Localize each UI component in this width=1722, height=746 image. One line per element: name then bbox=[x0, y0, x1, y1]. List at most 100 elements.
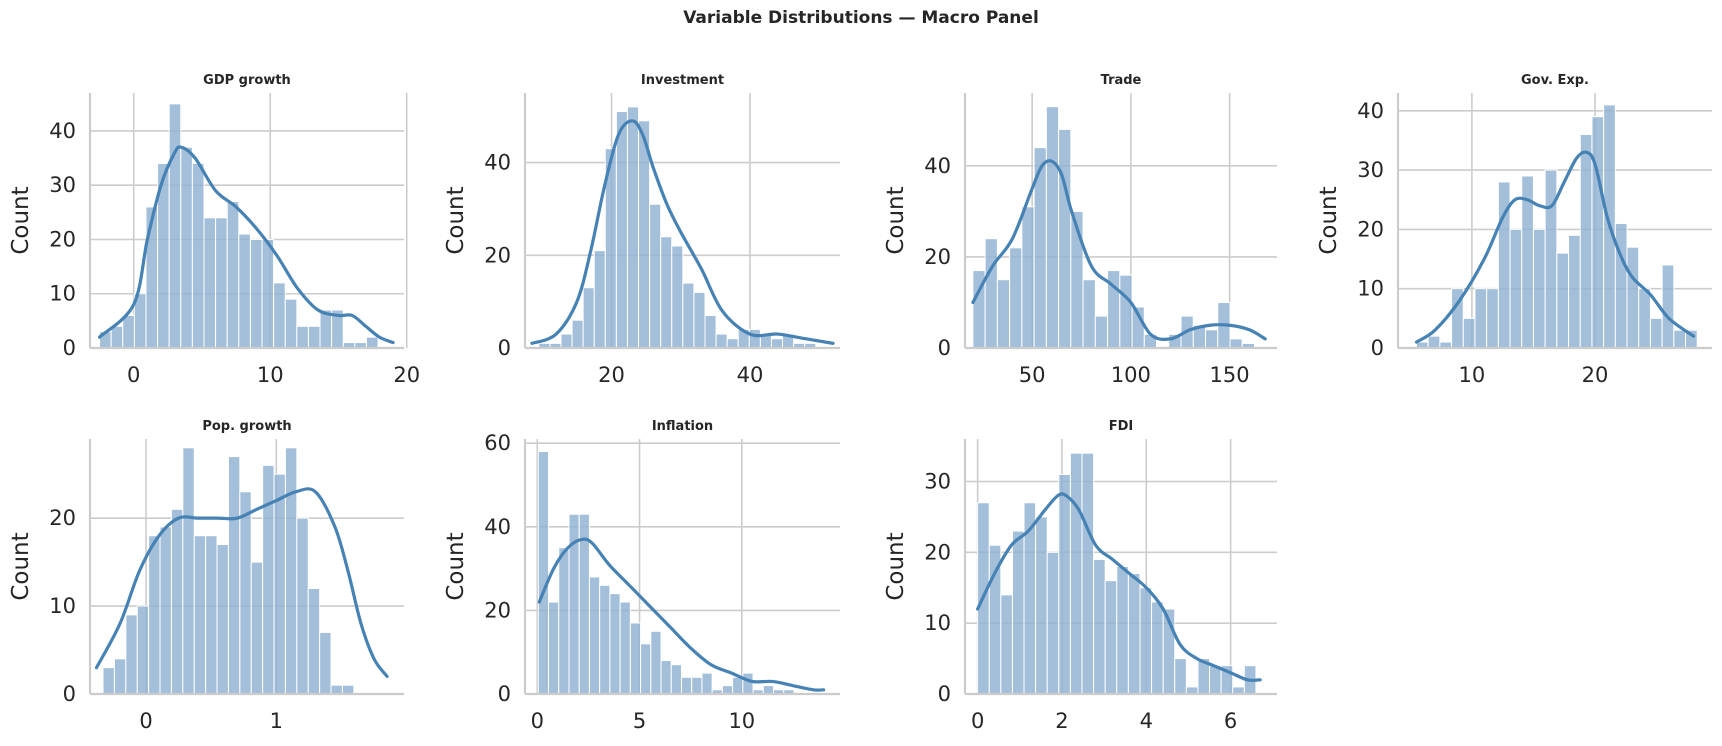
x-tick-label: 4 bbox=[1140, 709, 1153, 733]
histogram-bar bbox=[113, 658, 127, 695]
histogram-bar bbox=[670, 664, 682, 695]
x-tick-label: 6 bbox=[1224, 709, 1237, 733]
kde-curve bbox=[1414, 150, 1696, 344]
kde-curve bbox=[530, 119, 835, 345]
panel-title: Trade bbox=[1101, 73, 1142, 88]
y-tick-label: 60 bbox=[484, 431, 511, 455]
y-tick-label: 0 bbox=[498, 682, 511, 706]
histogram-bar bbox=[693, 291, 706, 349]
histogram-bar bbox=[715, 333, 728, 349]
histogram-bar bbox=[330, 684, 343, 695]
y-axis-label: Count bbox=[883, 186, 909, 254]
histogram-bar bbox=[649, 203, 662, 349]
panel-1: 0 10 20 0 10 20 30 40 GDP growth Count bbox=[8, 73, 420, 387]
histogram-bar bbox=[680, 676, 693, 695]
histogram-bar bbox=[650, 630, 662, 695]
y-tick-label: 20 bbox=[484, 598, 511, 622]
histogram-bar bbox=[227, 456, 241, 695]
y-tick-label: 30 bbox=[924, 470, 951, 494]
panel-title: GDP growth bbox=[203, 73, 291, 88]
x-tick-label: 5 bbox=[633, 709, 646, 733]
histogram-bar bbox=[770, 338, 784, 349]
y-tick-label: 40 bbox=[924, 154, 951, 178]
histogram-bar bbox=[626, 106, 640, 349]
y-tick-label: 10 bbox=[49, 282, 76, 306]
histogram-bar bbox=[1011, 530, 1025, 695]
y-axis-label: Count bbox=[883, 532, 909, 600]
histogram-bar bbox=[1058, 473, 1071, 695]
histogram-bar bbox=[1104, 580, 1118, 695]
x-tick-label: 0 bbox=[127, 363, 140, 387]
histogram-bar bbox=[249, 238, 263, 349]
histogram-bar bbox=[593, 250, 606, 349]
x-tick-label: 2 bbox=[1055, 709, 1068, 733]
histogram-bar bbox=[1209, 665, 1222, 695]
x-tick-label: 40 bbox=[737, 363, 764, 387]
x-tick-label: 20 bbox=[598, 363, 625, 387]
histogram-bar bbox=[296, 517, 309, 695]
panel-title: Gov. Exp. bbox=[1521, 73, 1589, 88]
panel-2: 20 40 0 20 40 Investment Count bbox=[443, 73, 840, 387]
panel-7: 0 2 4 6 0 10 20 30 FDI Count bbox=[883, 419, 1277, 733]
histogram-bar bbox=[615, 111, 628, 349]
histogram-bar bbox=[721, 685, 734, 695]
x-tick-label: 0 bbox=[971, 709, 984, 733]
histogram-bar bbox=[238, 233, 251, 349]
histogram-bar bbox=[1046, 551, 1060, 695]
histogram-bar bbox=[742, 672, 754, 695]
histogram-bar bbox=[1556, 252, 1570, 349]
histogram-bar bbox=[1626, 246, 1640, 349]
histogram-bar bbox=[1229, 338, 1243, 349]
histogram-bar bbox=[599, 584, 611, 695]
kde-curve bbox=[976, 492, 1262, 682]
histogram-bar bbox=[1544, 169, 1558, 349]
x-tick-label: 0 bbox=[139, 709, 152, 733]
histogram-bar bbox=[145, 206, 159, 349]
y-tick-label: 20 bbox=[1357, 217, 1384, 241]
histogram-bar bbox=[1462, 317, 1476, 349]
histogram-bar bbox=[261, 238, 275, 349]
histogram-bar bbox=[1579, 134, 1593, 349]
histogram-bar bbox=[148, 535, 161, 695]
histogram-bar bbox=[1139, 587, 1153, 695]
histogram-bar bbox=[671, 245, 684, 349]
y-tick-label: 20 bbox=[924, 540, 951, 564]
histogram-bar bbox=[748, 328, 761, 349]
x-tick-label: 10 bbox=[1459, 363, 1486, 387]
histogram-bar bbox=[660, 660, 672, 695]
y-tick-label: 10 bbox=[1357, 277, 1384, 301]
histogram-bar bbox=[1058, 128, 1072, 349]
histogram-bar bbox=[726, 338, 739, 349]
y-axis-label: Count bbox=[443, 186, 469, 254]
histogram-bar bbox=[762, 685, 775, 695]
y-tick-label: 20 bbox=[484, 243, 511, 267]
histogram-bar bbox=[1151, 601, 1164, 695]
histogram-bar bbox=[558, 547, 570, 695]
y-tick-label: 0 bbox=[498, 336, 511, 360]
y-tick-label: 30 bbox=[1357, 158, 1384, 182]
y-tick-label: 40 bbox=[1357, 99, 1384, 123]
histogram-bar bbox=[319, 631, 332, 695]
y-tick-label: 0 bbox=[63, 682, 76, 706]
histogram-bar bbox=[691, 676, 703, 695]
histogram-bar bbox=[110, 325, 124, 349]
histogram-bar bbox=[1116, 566, 1129, 695]
histogram-bar bbox=[560, 333, 573, 349]
histogram-bar bbox=[136, 605, 150, 695]
y-tick-label: 40 bbox=[484, 515, 511, 539]
histogram-bar bbox=[273, 282, 286, 349]
y-tick-label: 20 bbox=[49, 227, 76, 251]
histogram-bar bbox=[216, 544, 229, 695]
histogram-bar bbox=[1045, 106, 1060, 349]
histogram-bar bbox=[1614, 222, 1628, 349]
y-tick-label: 20 bbox=[49, 506, 76, 530]
x-tick-label: 0 bbox=[531, 709, 544, 733]
histogram-bar bbox=[262, 464, 275, 695]
histogram-bar bbox=[996, 279, 1011, 349]
histogram-bar bbox=[1094, 315, 1109, 349]
histogram-bar bbox=[1568, 234, 1581, 349]
histogram-bar bbox=[203, 217, 217, 349]
kde-curve bbox=[971, 159, 1267, 341]
